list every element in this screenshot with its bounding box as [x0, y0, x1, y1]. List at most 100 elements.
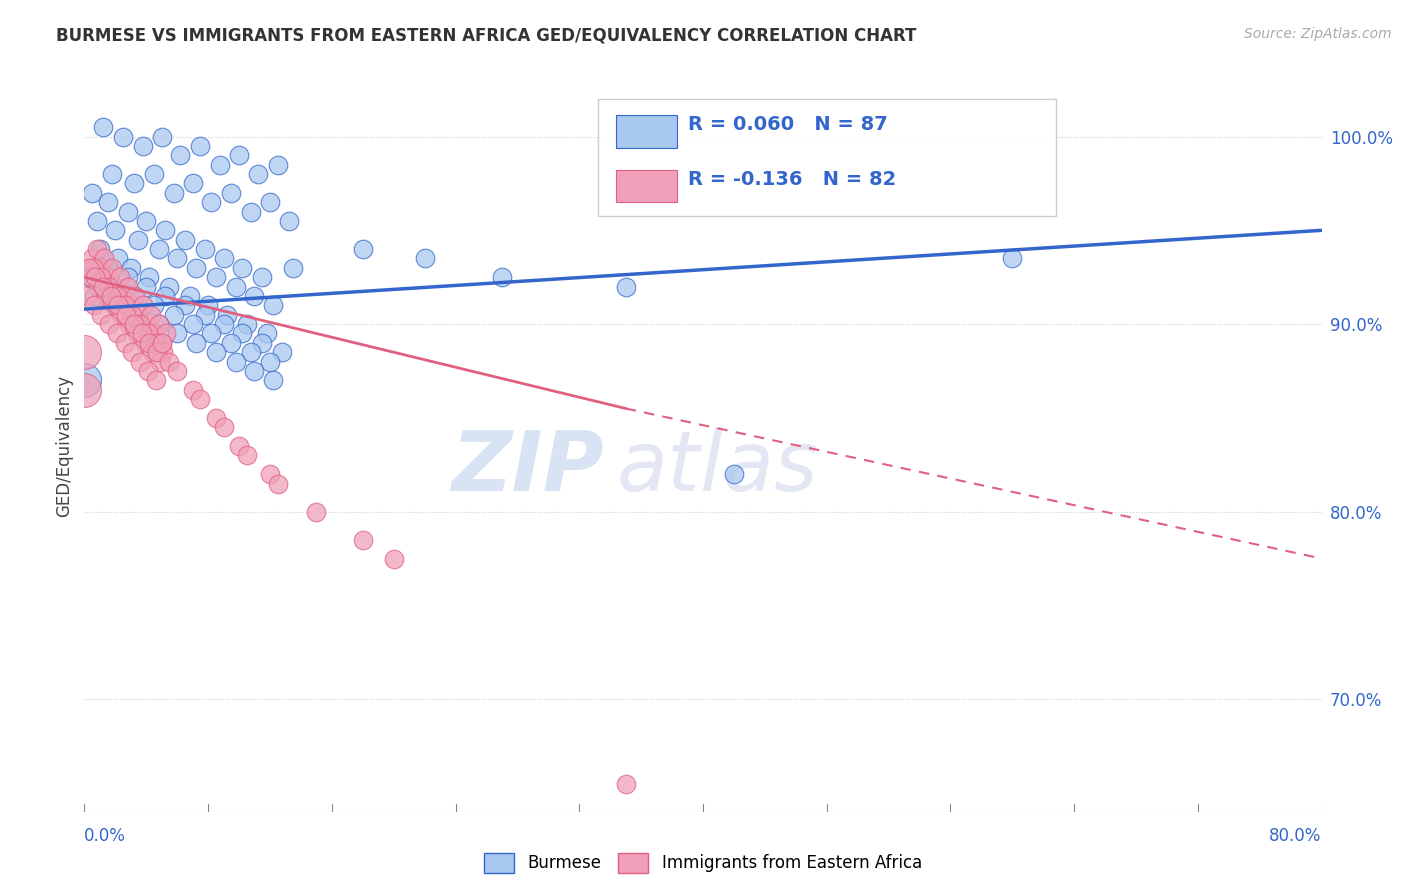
Point: [135, 214, 157, 228]
Point: [138, 270, 160, 285]
Point: [82, 252, 104, 266]
Point: [96, 195, 118, 210]
Point: [159, 279, 180, 293]
Point: [104, 298, 127, 312]
Point: [225, 354, 247, 368]
Point: [614, 776, 637, 790]
Point: [153, 289, 176, 303]
Point: [723, 467, 745, 482]
Point: [139, 308, 162, 322]
Point: [91, 120, 114, 135]
Text: R = -0.136   N = 82: R = -0.136 N = 82: [688, 169, 897, 189]
Point: [163, 308, 186, 322]
Point: [221, 335, 243, 350]
Point: [122, 177, 145, 191]
Point: [212, 420, 235, 434]
Point: [228, 439, 250, 453]
Point: [188, 392, 212, 406]
Point: [163, 186, 186, 200]
Point: [100, 289, 122, 303]
Point: [132, 298, 155, 312]
Point: [166, 252, 188, 266]
Point: [112, 289, 135, 303]
Point: [205, 270, 228, 285]
Point: [129, 354, 152, 368]
Point: [101, 279, 124, 293]
Point: [166, 364, 188, 378]
Point: [86, 242, 108, 256]
Point: [121, 308, 143, 322]
Point: [194, 308, 217, 322]
Point: [79, 270, 101, 285]
Text: 0.0%: 0.0%: [84, 827, 127, 845]
Point: [148, 317, 170, 331]
Point: [76, 289, 98, 303]
Point: [122, 317, 145, 331]
Point: [305, 505, 328, 519]
Point: [209, 158, 232, 172]
Point: [225, 279, 247, 293]
Point: [96, 260, 118, 275]
Point: [281, 260, 305, 275]
Point: [90, 270, 112, 285]
Point: [141, 345, 163, 359]
Point: [271, 345, 294, 359]
Point: [77, 260, 100, 275]
Point: [143, 298, 166, 312]
Point: [143, 326, 166, 341]
Point: [132, 139, 155, 153]
Point: [135, 279, 157, 293]
Point: [212, 252, 235, 266]
Point: [235, 449, 259, 463]
Point: [243, 364, 266, 378]
Point: [200, 195, 222, 210]
Point: [87, 279, 110, 293]
Point: [103, 298, 125, 312]
Point: [1001, 252, 1024, 266]
Point: [110, 308, 132, 322]
Point: [256, 326, 278, 341]
Point: [155, 326, 177, 341]
Point: [93, 252, 115, 266]
Point: [267, 158, 290, 172]
Point: [231, 326, 253, 341]
Point: [127, 308, 149, 322]
Point: [84, 270, 107, 285]
Point: [231, 260, 253, 275]
Point: [235, 317, 259, 331]
Point: [174, 298, 197, 312]
Text: BURMESE VS IMMIGRANTS FROM EASTERN AFRICA GED/EQUIVALENCY CORRELATION CHART: BURMESE VS IMMIGRANTS FROM EASTERN AFRIC…: [56, 27, 917, 45]
Point: [135, 317, 157, 331]
Point: [240, 204, 263, 219]
Point: [148, 317, 170, 331]
Text: R = 0.060   N = 87: R = 0.060 N = 87: [688, 115, 889, 134]
Point: [491, 270, 513, 285]
Point: [267, 476, 290, 491]
Point: [107, 252, 129, 266]
Point: [94, 289, 117, 303]
Point: [159, 354, 180, 368]
Point: [136, 364, 159, 378]
Point: [91, 279, 114, 293]
Point: [77, 270, 100, 285]
Point: [73, 383, 96, 397]
Point: [131, 326, 153, 341]
Point: [382, 551, 405, 566]
Point: [352, 533, 374, 547]
Legend: Burmese, Immigrants from Eastern Africa: Burmese, Immigrants from Eastern Africa: [478, 847, 928, 880]
Point: [169, 148, 191, 162]
Point: [129, 317, 152, 331]
Point: [146, 345, 169, 359]
Point: [262, 373, 284, 387]
Point: [127, 233, 149, 247]
Text: Source: ZipAtlas.com: Source: ZipAtlas.com: [1244, 27, 1392, 41]
Point: [105, 289, 128, 303]
Point: [120, 298, 142, 312]
Point: [194, 242, 217, 256]
Point: [108, 270, 131, 285]
Point: [262, 298, 284, 312]
Point: [83, 260, 105, 275]
Point: [127, 308, 149, 322]
Point: [73, 345, 96, 359]
Point: [240, 345, 263, 359]
